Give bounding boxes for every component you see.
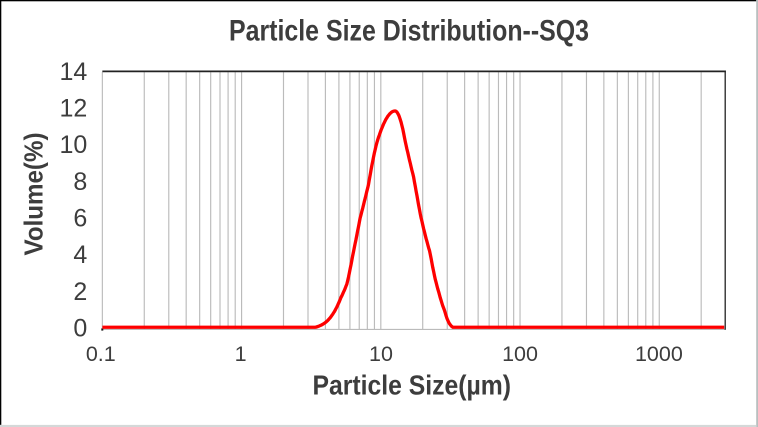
svg-text:2: 2	[73, 278, 87, 306]
svg-text:14: 14	[59, 58, 87, 86]
svg-text:0: 0	[73, 314, 87, 342]
svg-text:Particle Size(µm): Particle Size(µm)	[312, 369, 511, 400]
svg-text:0.1: 0.1	[86, 342, 116, 366]
svg-text:Particle Size Distribution--SQ: Particle Size Distribution--SQ3	[229, 15, 589, 48]
svg-text:4: 4	[73, 241, 87, 269]
svg-text:6: 6	[73, 205, 87, 233]
svg-text:1: 1	[235, 342, 247, 366]
svg-text:12: 12	[59, 95, 87, 123]
svg-text:Volume(%): Volume(%)	[19, 133, 49, 256]
svg-text:10: 10	[369, 342, 393, 366]
svg-text:10: 10	[59, 131, 87, 159]
svg-text:100: 100	[502, 342, 538, 366]
svg-text:8: 8	[73, 168, 87, 196]
svg-text:1000: 1000	[635, 342, 683, 366]
